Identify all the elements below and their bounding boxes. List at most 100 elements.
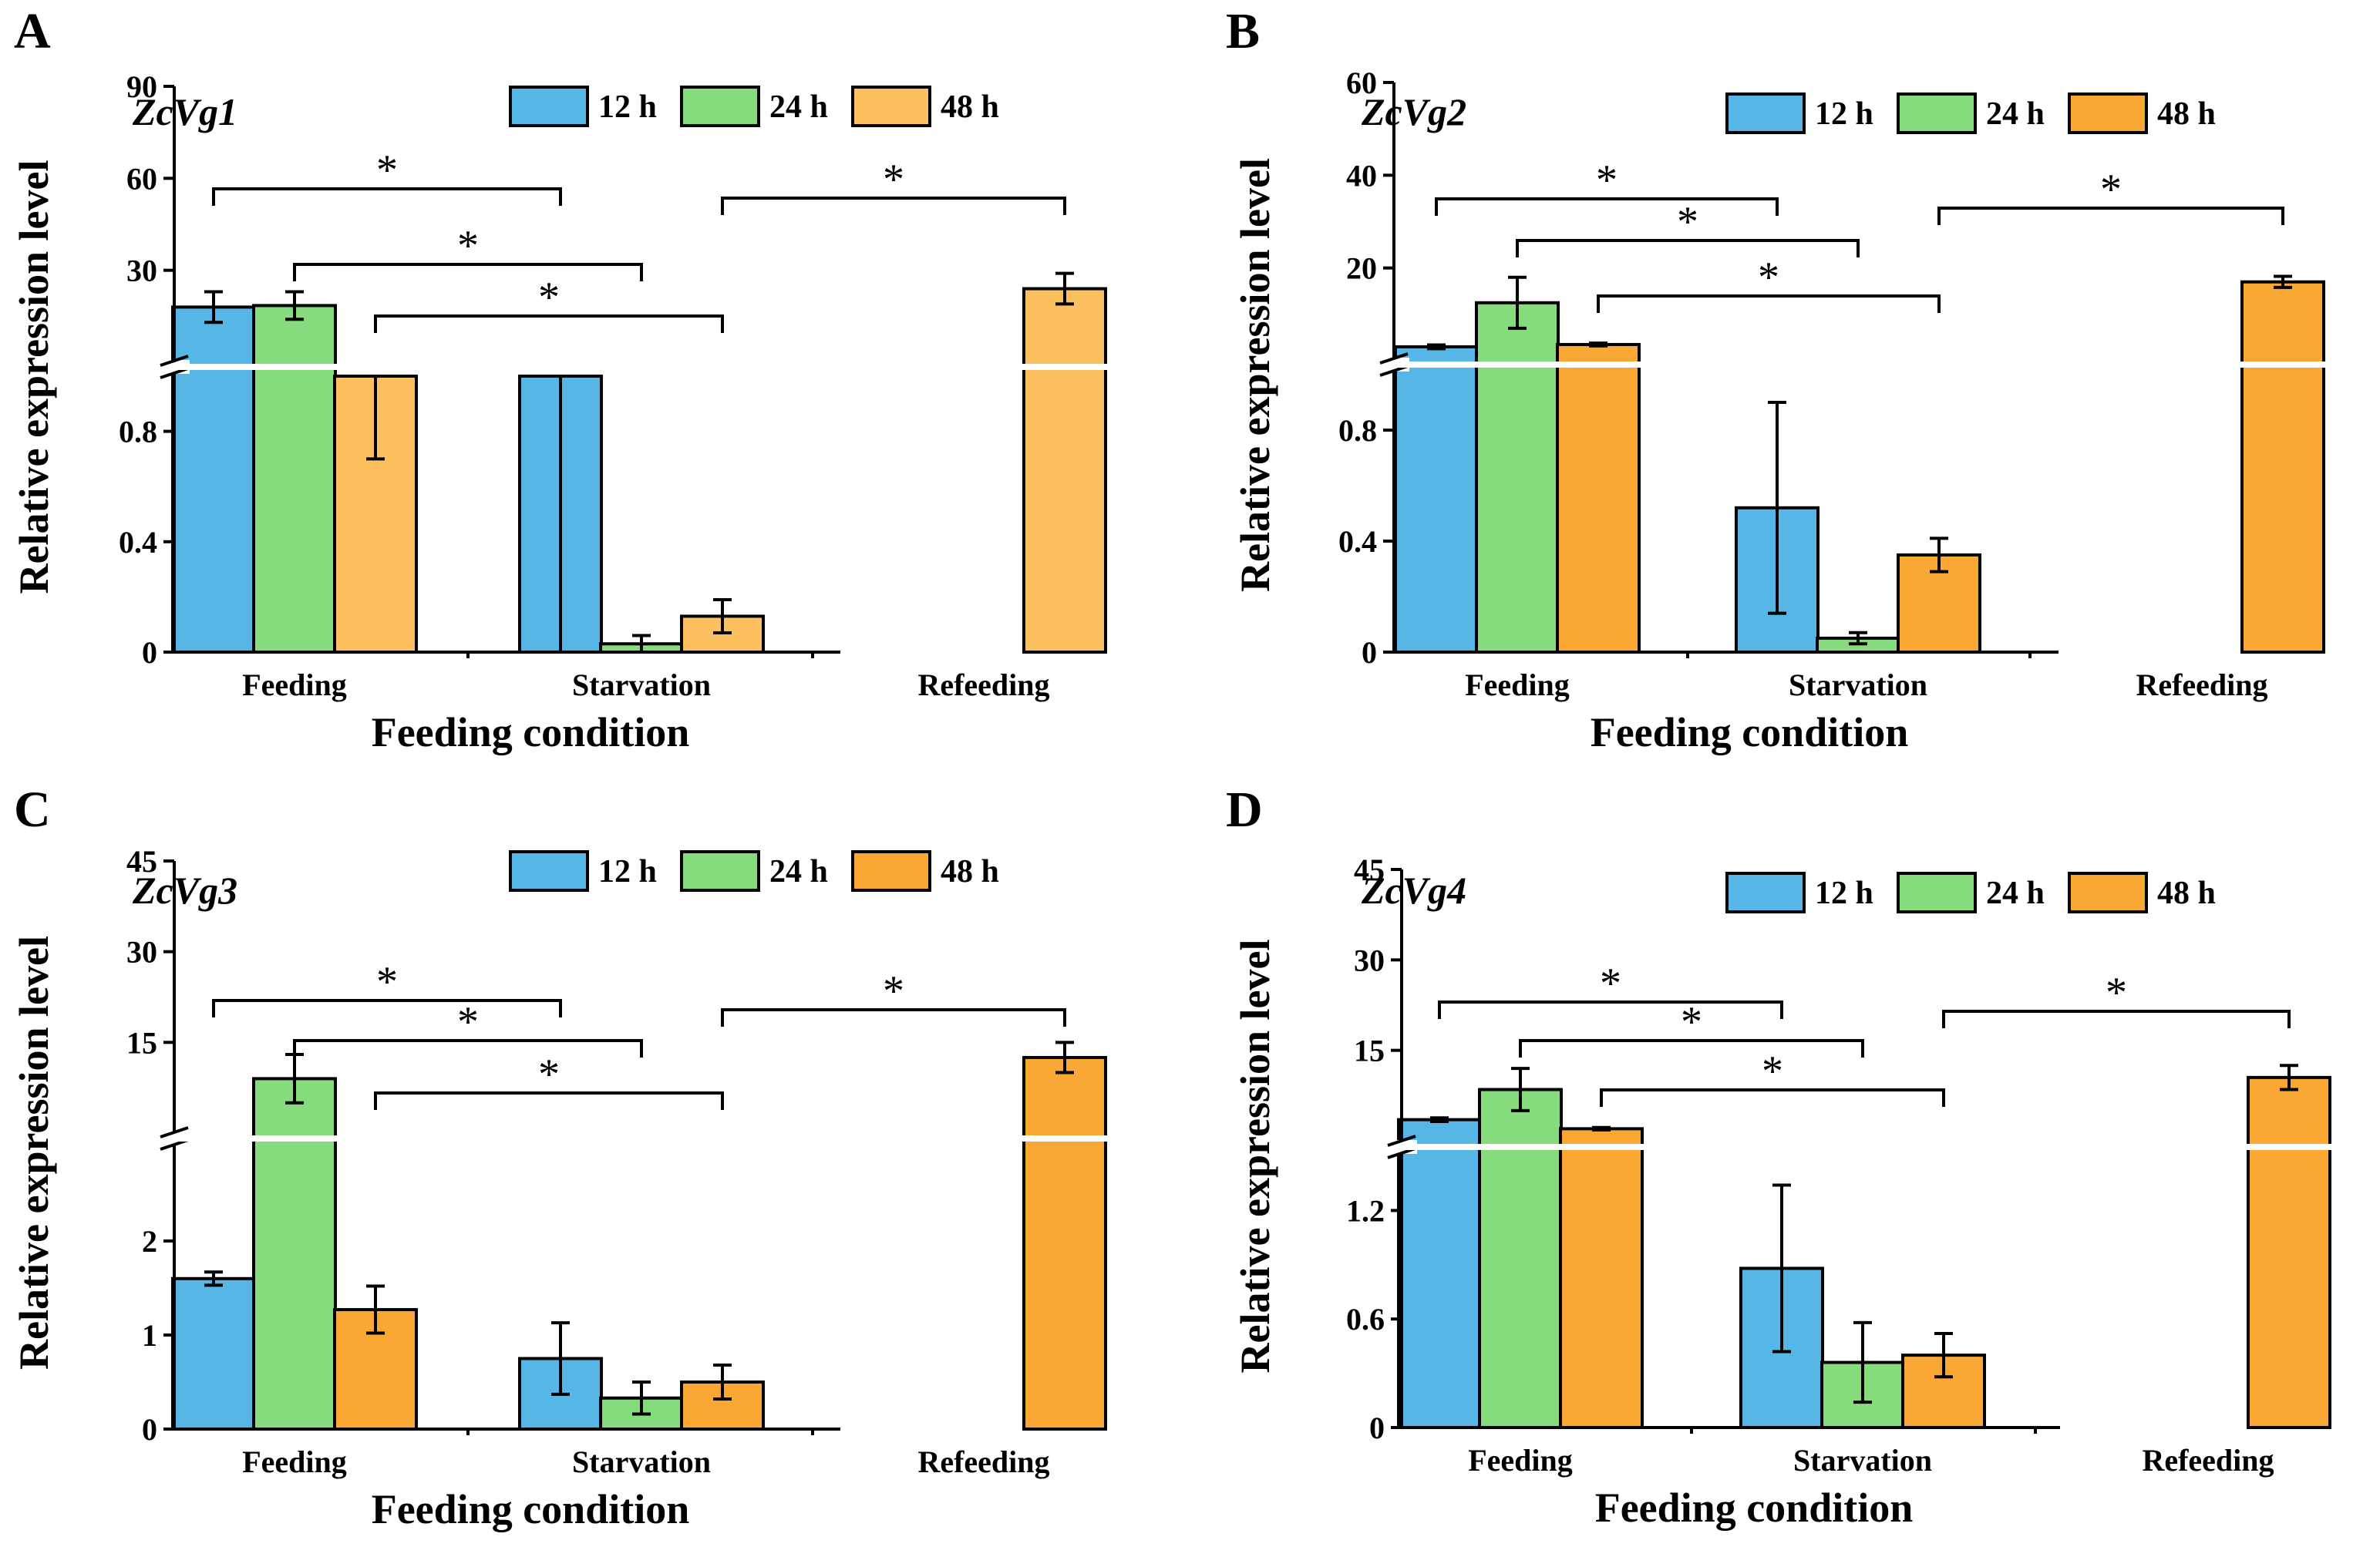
legend-label-1: 24 h (1986, 96, 2045, 132)
category-label-2: Refeeding (917, 1444, 1049, 1479)
y-axis-title: Relative expression level (1232, 940, 1278, 1374)
legend-swatch-0 (509, 850, 589, 892)
significance-star: * (457, 998, 479, 1046)
significance-star: * (538, 1051, 560, 1098)
significance-bracket (721, 1008, 1066, 1027)
y-tick-label: 0 (1362, 635, 1377, 670)
panel-letter: B (1226, 3, 1260, 59)
gene-name: ZcVg4 (1361, 869, 1466, 912)
legend-swatch-0 (1725, 872, 1806, 913)
category-label-1: Starvation (1789, 668, 1927, 702)
legend-swatch-2 (851, 86, 931, 127)
bar-feeding-12h (171, 1276, 256, 1431)
gene-name: ZcVg3 (132, 869, 237, 912)
legend-label-0: 12 h (1815, 876, 1873, 911)
panel-A: A ZcVg1 12 h 24 h 48 h 30 60 90 0 0.4 0.8 Feeding St… (11, 3, 1107, 755)
panel-B: B ZcVg2 12 h 24 h 48 h 20 40 60 0 0.4 0.8 Feeding St… (1226, 3, 2325, 755)
bar-feeding-12h (1394, 345, 1479, 654)
y-tick-label: 20 (1346, 251, 1377, 286)
axis-break-mark (1379, 352, 1409, 365)
significance-bracket (721, 197, 1066, 215)
bar-feeding-48h (1559, 1127, 1644, 1429)
significance-star: * (1600, 960, 1621, 1007)
y-axis-title: Relative expression level (11, 936, 57, 1370)
y-tick-label: 40 (1346, 158, 1377, 193)
significance-star: * (1681, 998, 1702, 1046)
y-axis-title: Relative expression level (11, 160, 57, 594)
bar-refeeding-48h (1022, 287, 1107, 654)
gene-name: ZcVg2 (1361, 90, 1466, 133)
y-tick-label: 45 (126, 844, 157, 879)
legend-label-2: 48 h (941, 89, 999, 125)
bar-refeeding-48h (2240, 280, 2325, 654)
y-tick-label: 1.2 (1346, 1193, 1385, 1228)
significance-star: * (883, 967, 904, 1015)
axis-break-mark (160, 355, 189, 367)
legend-label-1: 24 h (769, 854, 828, 890)
bar-feeding-24h (1475, 301, 1560, 654)
y-tick-label: 60 (1346, 66, 1377, 100)
y-axis-title: Relative expression level (1232, 158, 1278, 592)
panel-letter: D (1226, 782, 1263, 838)
gene-name: ZcVg1 (132, 90, 237, 133)
y-tick-label: 30 (126, 254, 157, 288)
y-tick-label: 0 (142, 1412, 157, 1447)
legend-swatch-0 (1725, 92, 1806, 134)
legend-label-1: 24 h (769, 89, 828, 125)
legend-swatch-1 (1897, 872, 1977, 913)
category-label-2: Refeeding (2136, 668, 2267, 702)
legend-swatch-2 (2068, 872, 2148, 913)
x-axis-title: Feeding condition (1591, 709, 1909, 755)
category-label-1: Starvation (572, 668, 711, 702)
y-tick-label: 0 (142, 635, 157, 670)
y-tick-label: 45 (1354, 853, 1385, 887)
significance-star: * (1677, 198, 1698, 246)
significance-bracket (1600, 1088, 1945, 1107)
significance-star: * (538, 274, 560, 321)
y-tick-label: 15 (1354, 1034, 1385, 1068)
legend-swatch-2 (2068, 92, 2148, 134)
legend-label-2: 48 h (2157, 96, 2216, 132)
x-axis-title: Feeding condition (372, 709, 690, 755)
panel-letter: C (14, 782, 51, 838)
category-label-0: Feeding (242, 1444, 347, 1479)
legend-label-0: 12 h (1815, 96, 1873, 132)
legend-swatch-1 (680, 86, 760, 127)
significance-bracket (293, 263, 643, 281)
y-tick-label: 60 (126, 161, 157, 196)
significance-bracket (1438, 1001, 1783, 1019)
bar-refeeding-48h (1022, 1055, 1107, 1431)
significance-bracket (1937, 207, 2284, 225)
y-tick-label: 0 (1369, 1411, 1385, 1445)
legend-swatch-0 (509, 86, 589, 127)
legend-label-0: 12 h (598, 854, 657, 890)
significance-bracket (212, 999, 562, 1017)
bar-break-gap (2240, 362, 2325, 368)
y-tick-label: 0.8 (1338, 413, 1377, 448)
significance-bracket (212, 187, 562, 206)
y-tick-label: 1 (142, 1318, 157, 1353)
bar-feeding-24h (252, 1077, 337, 1431)
category-label-2: Refeeding (917, 668, 1049, 702)
significance-bracket (1519, 1039, 1864, 1058)
significance-bracket (1435, 197, 1779, 216)
significance-bracket (374, 1091, 724, 1110)
bar-feeding-12h (171, 305, 256, 654)
significance-star: * (2100, 166, 2122, 214)
legend-swatch-1 (680, 850, 760, 892)
significance-star: * (1596, 156, 1618, 204)
significance-star: * (1758, 254, 1779, 301)
x-axis-title: Feeding condition (1595, 1485, 1914, 1531)
category-label-1: Starvation (1793, 1443, 1932, 1478)
panel-letter: A (14, 3, 51, 59)
legend-swatch-1 (1897, 92, 1977, 134)
y-tick-label: 0.8 (119, 415, 157, 449)
y-tick-label: 0.6 (1346, 1302, 1385, 1337)
category-label-0: Feeding (1468, 1443, 1573, 1478)
significance-star: * (883, 156, 904, 203)
bar-feeding-24h (252, 304, 337, 654)
significance-bracket (1942, 1010, 2291, 1028)
legend-label-2: 48 h (941, 854, 999, 890)
axis-break-mark (1387, 1135, 1416, 1147)
bar-feeding-12h (1397, 1118, 1482, 1429)
